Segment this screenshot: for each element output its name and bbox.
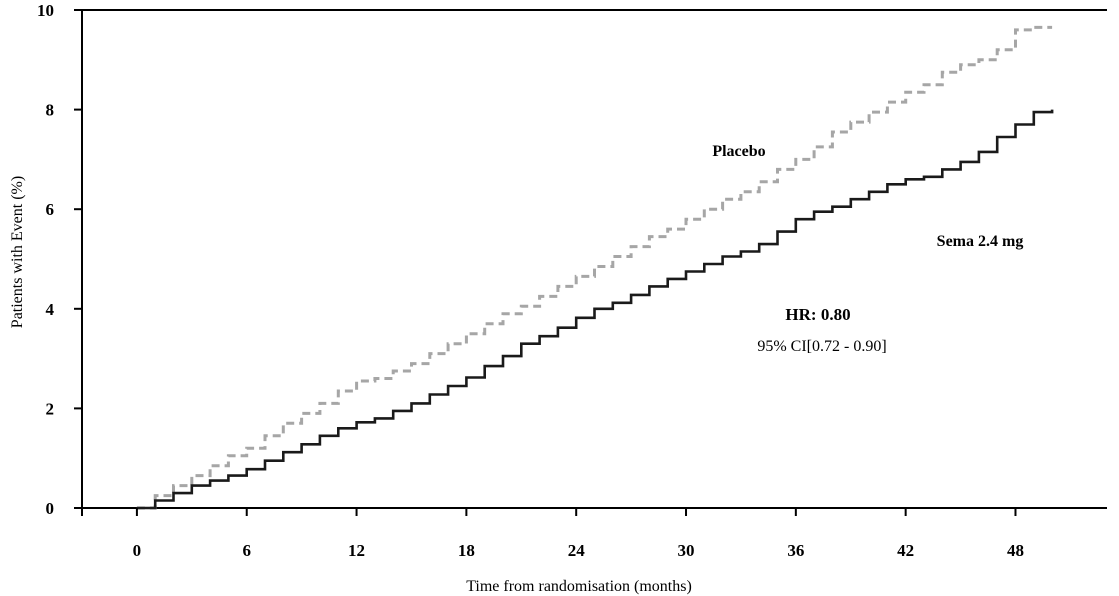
x-tick-label: 30 [678, 541, 695, 560]
x-tick-label: 0 [133, 541, 142, 560]
x-tick-label: 24 [568, 541, 586, 560]
y-tick-label: 8 [46, 101, 55, 120]
x-axis-title: Time from randomisation (months) [466, 578, 692, 595]
y-axis-title: Patients with Event (%) [9, 176, 26, 328]
placebo-curve [136, 25, 1053, 510]
x-tick-label: 42 [897, 541, 914, 560]
series-layer [136, 25, 1054, 510]
y-tick-label: 4 [46, 300, 55, 319]
hazard-ratio-label: HR: 0.80 [785, 305, 850, 324]
x-tick-label: 18 [458, 541, 475, 560]
x-tick-label: 12 [348, 541, 365, 560]
x-tick-label: 6 [242, 541, 251, 560]
y-tick-label: 10 [37, 1, 54, 20]
y-tick-label: 0 [46, 499, 55, 518]
placebo-label: Placebo [712, 143, 765, 160]
x-tick-label: 48 [1007, 541, 1024, 560]
sema-label: Sema 2.4 mg [937, 233, 1024, 250]
y-tick-label: 6 [46, 200, 55, 219]
y-tick-label: 2 [46, 399, 55, 418]
sema-curve [136, 109, 1054, 510]
plot-frame [78, 9, 1107, 516]
x-tick-label: 36 [787, 541, 804, 560]
confidence-interval-label: 95% CI[0.72 - 0.90] [757, 338, 886, 355]
